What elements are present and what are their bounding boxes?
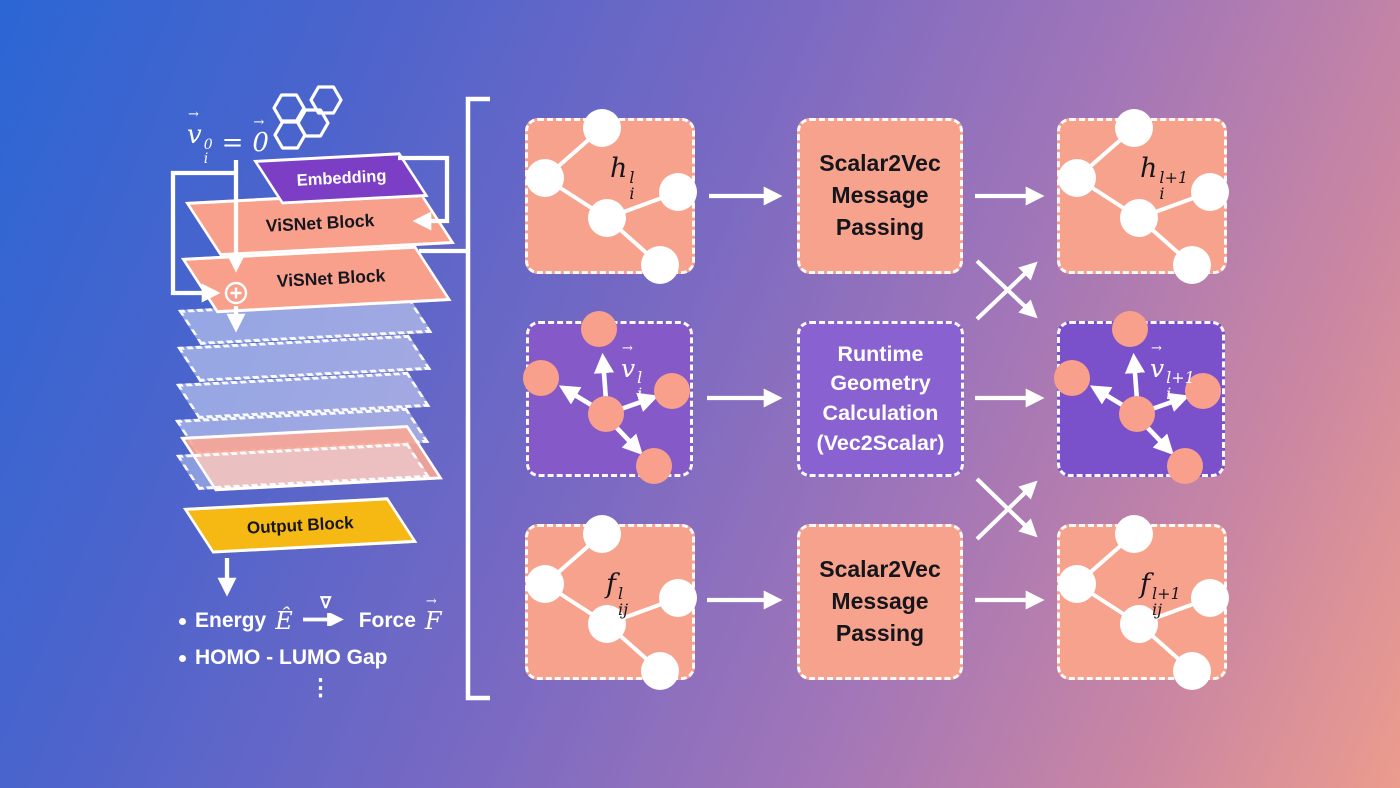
cross-exchange-arrows [975, 259, 1038, 541]
molecular-graph [525, 514, 697, 690]
v-vector-symbol: → v [187, 107, 202, 150]
force-symbol: → F [424, 594, 442, 635]
embedding-block: Embedding [253, 152, 429, 205]
equals-sign: = [221, 128, 244, 158]
edge-feature-box-l: f l ij [525, 514, 697, 690]
right-arrow-icon [302, 613, 344, 626]
molecular-graph [1057, 514, 1229, 690]
state-label: → v l+1 i [1150, 341, 1195, 403]
molecular-graph [525, 108, 697, 284]
output-block-label: Output Block [246, 512, 354, 538]
bullet-dot [179, 654, 186, 662]
left-bracket [465, 96, 490, 701]
scalar2vec-box-top: Scalar2Vec Message Passing [797, 118, 963, 274]
molecular-graph [1057, 108, 1229, 284]
scalar2vec-box-bottom: Scalar2Vec Message Passing [797, 524, 963, 680]
homo-lumo-output: HOMO - LUMO Gap [179, 646, 388, 670]
vector-graph [522, 310, 690, 484]
vector-state-box-l1: → v l+1 i [1053, 310, 1225, 484]
visnet-block-2-label: ViSNet Block [276, 265, 386, 291]
nabla-symbol: ∇ [320, 595, 332, 612]
output-block: Output Block [183, 497, 418, 554]
energy-force-output: Energy Ê ∇ Force → F [179, 594, 442, 635]
bullet-dot [179, 617, 186, 625]
process-label: Scalar2Vec Message Passing [819, 556, 941, 646]
state-label: f l+1 ij [1140, 569, 1181, 619]
process-label: Runtime Geometry Calculation (Vec2Scalar… [816, 341, 945, 455]
embedding-label: Embedding [295, 166, 387, 190]
zero-vector-symbol: → 0 [252, 115, 269, 158]
state-label: → v l i [621, 341, 643, 403]
runtime-geometry-box: Runtime Geometry Calculation (Vec2Scalar… [797, 321, 964, 477]
vector-state-box-l: → v l i [522, 310, 693, 484]
gradient-arrow: ∇ [302, 596, 350, 626]
force-label: Force [358, 609, 416, 632]
hidden-state-box-l1: h l+1 i [1057, 108, 1229, 284]
initial-vector-formula: → v 0 i = → 0 [187, 107, 269, 167]
gap-label: HOMO - LUMO Gap [195, 646, 388, 669]
energy-label: Energy [195, 609, 267, 632]
state-label: h l+1 i [1140, 153, 1189, 203]
process-label: Scalar2Vec Message Passing [819, 150, 941, 240]
visnet-block-1-label: ViSNet Block [265, 209, 375, 236]
edge-feature-box-l1: f l+1 ij [1057, 514, 1229, 690]
vector-graph [1053, 310, 1221, 484]
state-label: f l ij [606, 569, 629, 619]
more-outputs-ellipsis: ⋮ [309, 674, 332, 700]
energy-symbol: Ê [275, 607, 293, 635]
molecule-icon [272, 85, 343, 150]
